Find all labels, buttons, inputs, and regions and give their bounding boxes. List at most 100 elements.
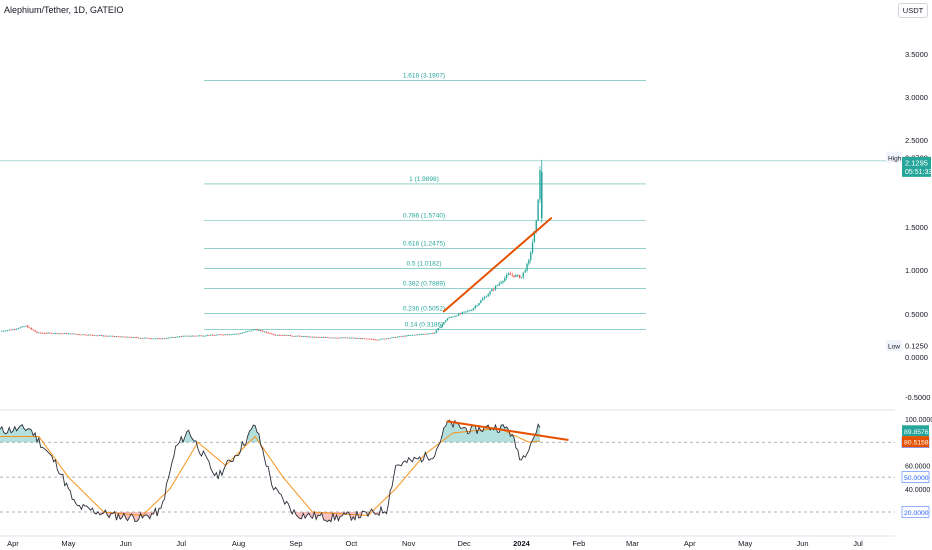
candle-body (228, 334, 230, 336)
candle-body (137, 337, 140, 339)
candle-body (406, 335, 408, 337)
candle-body (27, 325, 29, 328)
candle-body (211, 334, 214, 336)
candle-body (89, 334, 92, 336)
candle-body (252, 329, 255, 331)
candle-body (485, 296, 488, 298)
candle-body (389, 337, 391, 339)
x-axis-tick-label: 2024 (513, 539, 531, 548)
candle-body (208, 335, 210, 337)
candle-body (345, 337, 347, 339)
candle-body (263, 331, 266, 333)
candle-body (300, 336, 303, 337)
candle-body (248, 330, 251, 332)
candle-body (383, 338, 386, 340)
candle-body (515, 275, 517, 277)
candle-body (43, 332, 46, 334)
candle-body (393, 337, 395, 338)
candle-body (457, 313, 460, 316)
x-axis-tick-label: Oct (346, 539, 359, 548)
candle-body (433, 332, 436, 334)
candle-body (265, 331, 267, 333)
candle-body (149, 338, 151, 340)
candle-body (2, 330, 5, 332)
candle-body (337, 337, 340, 339)
candle-body (274, 334, 277, 336)
candle-body (217, 334, 219, 336)
candle-body (62, 333, 64, 335)
candle-body (424, 333, 427, 335)
x-axis-tick-label: May (61, 539, 75, 548)
candle-body (302, 336, 304, 338)
candle-body (30, 327, 33, 330)
candle-body (152, 338, 155, 340)
candle-body (167, 337, 169, 339)
candle-body (380, 338, 382, 340)
candle-body (297, 335, 299, 337)
candle-body (93, 335, 96, 336)
candle-body (10, 329, 12, 331)
candle-body (28, 327, 31, 329)
candle-body (112, 335, 114, 337)
candle-body (535, 220, 537, 231)
candle-body (56, 333, 59, 334)
candle-body (481, 298, 484, 301)
candle-body (385, 338, 388, 340)
candle-body (539, 170, 541, 200)
candle-body (267, 332, 269, 334)
candle-body (34, 330, 36, 332)
candle-body (21, 326, 23, 328)
candle-body (202, 335, 205, 337)
candle-body (254, 329, 256, 331)
candle-body (141, 337, 144, 339)
candle-body (6, 330, 9, 331)
candle-body (413, 334, 415, 336)
candle-body (241, 332, 243, 334)
candle-body (78, 334, 81, 335)
candle-body (500, 282, 502, 284)
stoch-k-value: 89.8576 (904, 429, 929, 436)
candle-body (511, 274, 513, 276)
candle-body (313, 336, 316, 338)
low-marker-tag (886, 340, 902, 351)
candle-body (237, 333, 240, 335)
candle-body (213, 334, 216, 336)
candle-body (341, 337, 343, 339)
candle-body (282, 335, 284, 336)
candle-body (459, 313, 462, 315)
candle-body (250, 330, 253, 332)
candle-body (110, 335, 112, 337)
candle-body (260, 330, 262, 331)
y-axis-tick-label: -0.5000 (905, 393, 930, 402)
currency-button[interactable]: USDT (898, 3, 928, 18)
candle-body (324, 337, 327, 338)
candle-body (143, 337, 145, 339)
candle-body (343, 337, 345, 339)
candle-body (69, 333, 71, 335)
osc-trendline (446, 420, 569, 441)
candle-body (396, 336, 399, 338)
candle-body (311, 336, 314, 338)
osc-guide-tag (901, 506, 930, 518)
last-price-countdown: 05:51:33 (905, 169, 932, 176)
candle-body (456, 315, 458, 317)
candle-body (75, 333, 77, 335)
candle-body (387, 338, 390, 340)
overbought-fill (0, 420, 540, 443)
candle-body (189, 335, 192, 337)
candle-body (335, 337, 338, 339)
candle-body (178, 336, 181, 338)
fib-level-label: 1 (1.9898) (409, 176, 439, 183)
candle-body (450, 316, 452, 318)
candle-body (513, 275, 515, 277)
candle-body (139, 337, 142, 339)
candle-body (533, 230, 536, 243)
candle-body (468, 310, 471, 312)
last-price-tag (902, 156, 931, 177)
candle-body (174, 337, 177, 338)
candle-body (376, 339, 378, 341)
candle-body (517, 274, 519, 276)
candle-body (88, 334, 90, 336)
candle-body (71, 333, 73, 335)
